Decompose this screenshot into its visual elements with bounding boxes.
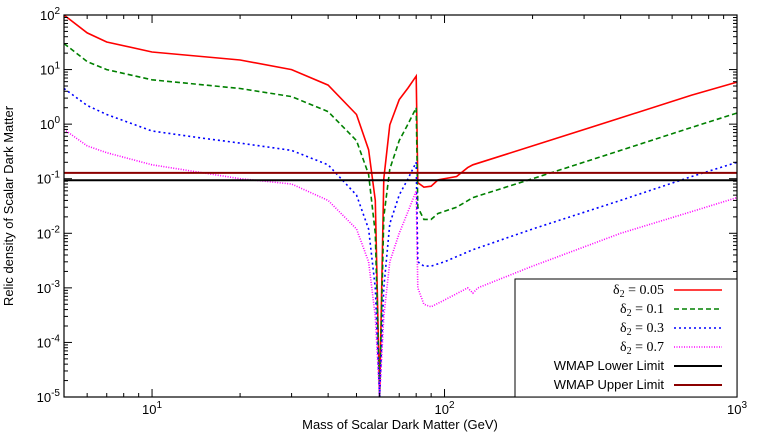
- series-line-1: [63, 42, 738, 398]
- x-axis-label: Mass of Scalar Dark Matter (GeV): [302, 417, 498, 432]
- legend-label-4: WMAP Lower Limit: [554, 358, 665, 373]
- y-tick-label: 100: [40, 115, 60, 132]
- legend-label-3: δ2 = 0.7: [620, 340, 664, 357]
- y-tick-label: 101: [40, 61, 60, 78]
- legend-label-0: δ2 = 0.05: [613, 283, 664, 300]
- y-tick-label: 10-1: [37, 170, 61, 187]
- legend-box: [514, 278, 738, 398]
- y-tick-label: 10-5: [37, 388, 61, 405]
- legend-label-2: δ2 = 0.3: [620, 321, 664, 338]
- y-tick-label: 10-2: [37, 224, 61, 241]
- series-line-2: [63, 87, 738, 398]
- x-tick-label: 103: [727, 400, 747, 417]
- legend-label-5: WMAP Upper Limit: [554, 377, 665, 392]
- series-line-0: [63, 14, 738, 398]
- x-tick-label: 102: [435, 400, 455, 417]
- y-tick-label: 10-3: [37, 279, 61, 296]
- plot-frame: [63, 14, 738, 398]
- y-axis-label: Relic density of Scalar Dark Matter: [1, 105, 16, 306]
- x-tick-label: 101: [142, 400, 162, 417]
- y-tick-label: 102: [40, 6, 60, 23]
- y-tick-label: 10-4: [37, 333, 61, 350]
- legend-label-1: δ2 = 0.1: [620, 302, 664, 319]
